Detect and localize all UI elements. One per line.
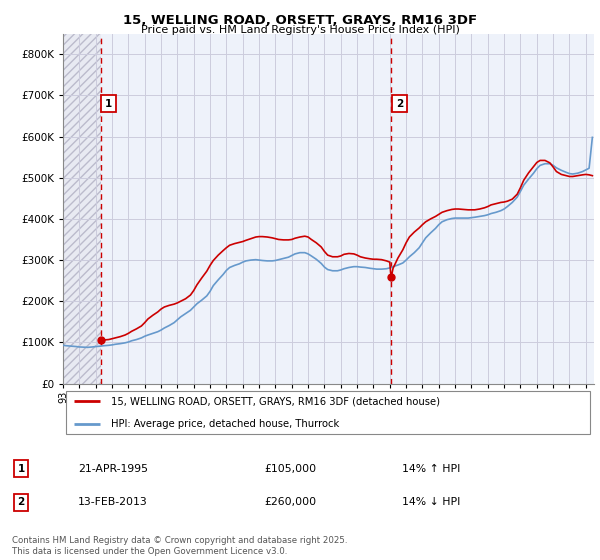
- Text: 2: 2: [17, 497, 25, 507]
- Text: 21-APR-1995: 21-APR-1995: [78, 464, 148, 474]
- Text: Price paid vs. HM Land Registry's House Price Index (HPI): Price paid vs. HM Land Registry's House …: [140, 25, 460, 35]
- Text: Contains HM Land Registry data © Crown copyright and database right 2025.
This d: Contains HM Land Registry data © Crown c…: [12, 536, 347, 556]
- Text: 1: 1: [17, 464, 25, 474]
- Text: HPI: Average price, detached house, Thurrock: HPI: Average price, detached house, Thur…: [111, 419, 339, 429]
- Text: 15, WELLING ROAD, ORSETT, GRAYS, RM16 3DF: 15, WELLING ROAD, ORSETT, GRAYS, RM16 3D…: [123, 14, 477, 27]
- Text: 1: 1: [105, 99, 112, 109]
- Text: 14% ↓ HPI: 14% ↓ HPI: [402, 497, 460, 507]
- FancyBboxPatch shape: [65, 391, 590, 435]
- Text: 15, WELLING ROAD, ORSETT, GRAYS, RM16 3DF (detached house): 15, WELLING ROAD, ORSETT, GRAYS, RM16 3D…: [111, 396, 440, 406]
- Text: 2: 2: [396, 99, 403, 109]
- Text: £260,000: £260,000: [264, 497, 316, 507]
- Bar: [63, 34, 101, 384]
- Text: 14% ↑ HPI: 14% ↑ HPI: [402, 464, 460, 474]
- Text: £105,000: £105,000: [264, 464, 316, 474]
- Text: 13-FEB-2013: 13-FEB-2013: [78, 497, 148, 507]
